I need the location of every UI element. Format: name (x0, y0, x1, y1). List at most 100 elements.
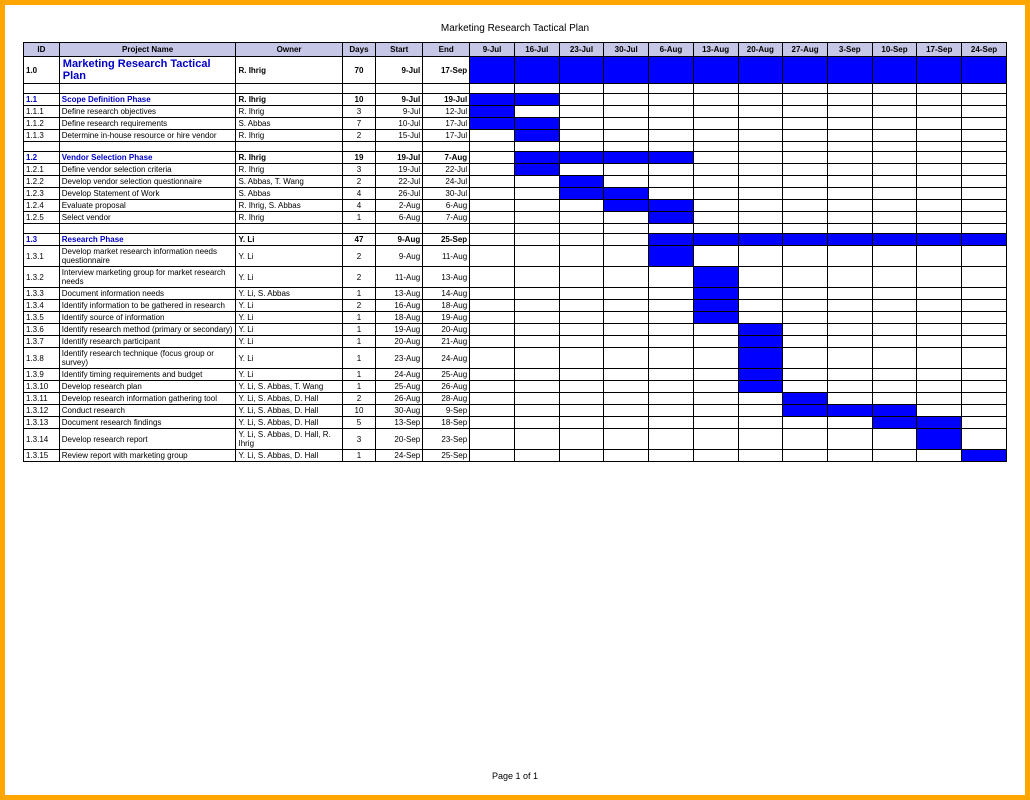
gantt-cell (783, 200, 828, 212)
gantt-cell (693, 176, 738, 188)
gantt-row: 1.3.7Identify research participantY. Li1… (24, 336, 1007, 348)
cell-start: 9-Jul (376, 94, 423, 106)
gantt-cell (738, 176, 783, 188)
gantt-cell (962, 417, 1007, 429)
gantt-cell (962, 393, 1007, 405)
gantt-row: 1.3.12Conduct researchY. Li, S. Abbas, D… (24, 405, 1007, 417)
gantt-cell (872, 234, 917, 246)
gantt-cell (783, 312, 828, 324)
gantt-cell (827, 300, 872, 312)
gantt-cell (604, 118, 649, 130)
gantt-cell (559, 152, 604, 164)
gantt-cell (649, 429, 694, 450)
gantt-cell (470, 57, 515, 84)
cell-owner: R. Ihrig (236, 152, 342, 164)
gantt-cell (604, 152, 649, 164)
gantt-cell (962, 200, 1007, 212)
gantt-cell (962, 405, 1007, 417)
gantt-cell (827, 348, 872, 369)
gantt-row: 1.3.11Develop research information gathe… (24, 393, 1007, 405)
cell-id: 1.2.1 (24, 164, 60, 176)
gantt-cell (738, 393, 783, 405)
cell-owner: S. Abbas (236, 188, 342, 200)
gantt-cell (470, 106, 515, 118)
cell-id: 1.3 (24, 234, 60, 246)
gantt-cell (604, 336, 649, 348)
gantt-cell (514, 152, 559, 164)
gantt-cell (962, 106, 1007, 118)
gantt-cell (693, 94, 738, 106)
cell-start: 18-Aug (376, 312, 423, 324)
cell-id: 1.3.9 (24, 369, 60, 381)
cell-owner: Y. Li, S. Abbas, D. Hall (236, 405, 342, 417)
cell-end: 24-Jul (423, 176, 470, 188)
gantt-cell (872, 393, 917, 405)
gantt-row (24, 224, 1007, 234)
gantt-cell (872, 212, 917, 224)
gantt-cell (649, 405, 694, 417)
cell-end: 23-Sep (423, 429, 470, 450)
gantt-cell (827, 118, 872, 130)
gantt-row: 1.3.4Identify information to be gathered… (24, 300, 1007, 312)
gantt-cell (649, 381, 694, 393)
gantt-row: 1.3.3Document information needsY. Li, S.… (24, 288, 1007, 300)
gantt-cell (693, 336, 738, 348)
gantt-cell (962, 164, 1007, 176)
cell-start: 9-Jul (376, 106, 423, 118)
gantt-cell (693, 106, 738, 118)
gantt-cell (649, 312, 694, 324)
cell-days: 7 (342, 118, 376, 130)
cell-start: 25-Aug (376, 381, 423, 393)
gantt-cell (872, 348, 917, 369)
gantt-cell (783, 130, 828, 142)
cell-name: Define research requirements (59, 118, 236, 130)
gantt-cell (559, 188, 604, 200)
gantt-row: 1.1.3Determine in-house resource or hire… (24, 130, 1007, 142)
gantt-cell (604, 369, 649, 381)
cell-days: 3 (342, 429, 376, 450)
gantt-cell (917, 381, 962, 393)
gantt-cell (738, 417, 783, 429)
column-header-date: 3-Sep (827, 43, 872, 57)
gantt-row (24, 142, 1007, 152)
gantt-cell (559, 450, 604, 462)
gantt-cell (514, 118, 559, 130)
gantt-cell (783, 57, 828, 84)
gantt-cell (962, 57, 1007, 84)
gantt-row: 1.1Scope Definition PhaseR. Ihrig109-Jul… (24, 94, 1007, 106)
gantt-cell (962, 130, 1007, 142)
gantt-cell (872, 176, 917, 188)
gantt-cell (827, 429, 872, 450)
gantt-cell (693, 188, 738, 200)
column-header-date: 16-Jul (514, 43, 559, 57)
cell-end: 25-Aug (423, 369, 470, 381)
gantt-cell (693, 429, 738, 450)
cell-id: 1.3.15 (24, 450, 60, 462)
gantt-cell (470, 234, 515, 246)
gantt-cell (514, 312, 559, 324)
gantt-cell (649, 288, 694, 300)
gantt-cell (827, 246, 872, 267)
cell-start: 20-Aug (376, 336, 423, 348)
gantt-cell (470, 324, 515, 336)
gantt-cell (559, 300, 604, 312)
gantt-cell (738, 405, 783, 417)
gantt-cell (962, 267, 1007, 288)
gantt-cell (649, 176, 694, 188)
gantt-cell (738, 381, 783, 393)
gantt-cell (649, 212, 694, 224)
gantt-cell (738, 106, 783, 118)
cell-name: Determine in-house resource or hire vend… (59, 130, 236, 142)
gantt-cell (693, 381, 738, 393)
cell-id: 1.3.5 (24, 312, 60, 324)
gantt-cell (693, 130, 738, 142)
cell-days: 70 (342, 57, 376, 84)
gantt-cell (604, 57, 649, 84)
gantt-row: 1.1.2Define research requirementsS. Abba… (24, 118, 1007, 130)
gantt-cell (470, 118, 515, 130)
gantt-cell (514, 300, 559, 312)
cell-days: 1 (342, 381, 376, 393)
gantt-cell (917, 164, 962, 176)
gantt-cell (559, 176, 604, 188)
gantt-row: 1.3.6Identify research method (primary o… (24, 324, 1007, 336)
